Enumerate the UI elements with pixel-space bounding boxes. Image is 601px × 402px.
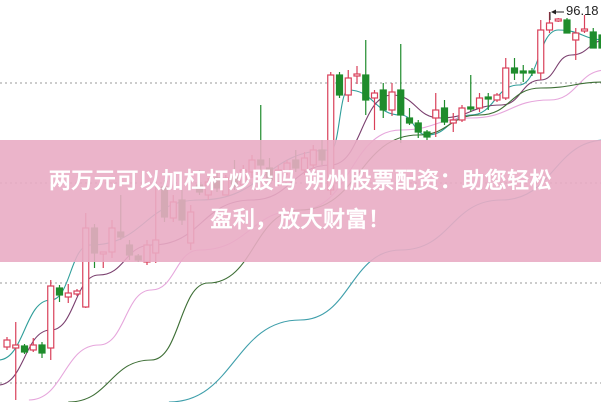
candle-down bbox=[55, 287, 64, 296]
candle-up bbox=[47, 285, 55, 349]
candle-up bbox=[502, 67, 510, 99]
candle-up bbox=[545, 22, 554, 31]
candle-down bbox=[38, 344, 46, 354]
headline-banner: 两万元可以加杠杆炒股吗 朔州股票配资：助您轻松 盈利，放大财富！ bbox=[0, 140, 601, 262]
candle-down bbox=[467, 106, 475, 110]
candle-down bbox=[362, 74, 370, 101]
high-price-label: 96.18 bbox=[566, 3, 599, 18]
candle-down bbox=[414, 122, 422, 133]
high-marker-arrow-icon bbox=[551, 9, 556, 15]
candle-up bbox=[353, 73, 361, 77]
candle-down bbox=[423, 131, 431, 138]
candle-down bbox=[563, 19, 571, 34]
candle-down bbox=[528, 70, 536, 74]
candle-up bbox=[432, 109, 440, 119]
candle-up bbox=[388, 91, 396, 111]
candle-up bbox=[458, 107, 466, 121]
candle-up bbox=[29, 344, 37, 351]
candle-up bbox=[370, 92, 379, 99]
candle-up bbox=[12, 344, 20, 349]
candle-up bbox=[554, 18, 562, 22]
candle-down bbox=[20, 345, 29, 353]
candle-down bbox=[440, 107, 449, 123]
candle-down bbox=[589, 31, 597, 49]
candle-up bbox=[73, 290, 81, 295]
headline-line-1: 两万元可以加杠杆炒股吗 朔州股票配资：助您轻松 bbox=[48, 169, 553, 194]
candle-up bbox=[537, 29, 545, 74]
candle-up bbox=[580, 28, 589, 32]
headline-line-2: 盈利，放大财富！ bbox=[210, 208, 391, 233]
candle-up bbox=[344, 77, 352, 96]
candle-up bbox=[64, 292, 72, 298]
candle-down bbox=[397, 89, 405, 116]
candle-up bbox=[475, 97, 484, 109]
candle-down bbox=[598, 34, 601, 49]
candle-up bbox=[3, 339, 11, 348]
candle-down bbox=[519, 70, 527, 74]
candle-down bbox=[405, 117, 414, 124]
candle-down bbox=[379, 89, 387, 111]
candle-down bbox=[510, 67, 519, 74]
candle-down bbox=[484, 96, 492, 100]
candle-up bbox=[493, 94, 501, 101]
candle-up bbox=[572, 32, 580, 41]
candle-down bbox=[335, 74, 344, 96]
candle-up bbox=[449, 119, 457, 124]
